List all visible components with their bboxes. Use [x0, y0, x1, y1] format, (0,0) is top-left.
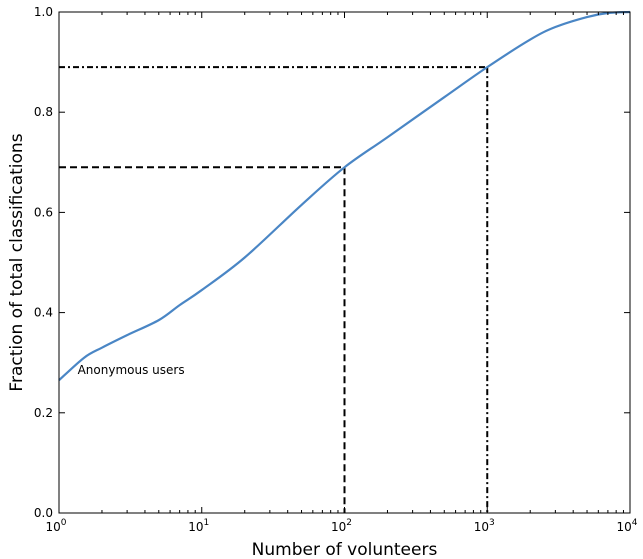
x-tick-label: 101: [188, 518, 209, 534]
x-tick-label: 104: [616, 518, 637, 534]
x-tick-label: 100: [45, 518, 66, 534]
x-axis-label: Number of volunteers: [252, 540, 438, 559]
annotation-anonymous-users: Anonymous users: [78, 363, 185, 377]
y-tick-label: 1.0: [34, 5, 53, 19]
series-layer: [58, 10, 631, 382]
reference-lines-layer: [59, 66, 489, 513]
y-tick-label: 0.2: [34, 406, 53, 420]
ticks-layer: 100 101 102 103 104 0.0 0.2 0.4 0.6 0.8 1.0: [34, 5, 638, 534]
x-tick-label: 102: [331, 518, 352, 534]
y-tick-label: 0.6: [34, 205, 53, 219]
y-tick-label: 0.8: [34, 105, 53, 119]
y-tick-label: 0.0: [34, 506, 53, 520]
y-tick-label: 0.4: [34, 306, 53, 320]
x-tick-label: 103: [474, 518, 495, 534]
series-line-0: [58, 10, 631, 382]
y-axis-label: Fraction of total classifications: [7, 133, 27, 391]
annotations-layer: Anonymous users: [78, 363, 185, 377]
